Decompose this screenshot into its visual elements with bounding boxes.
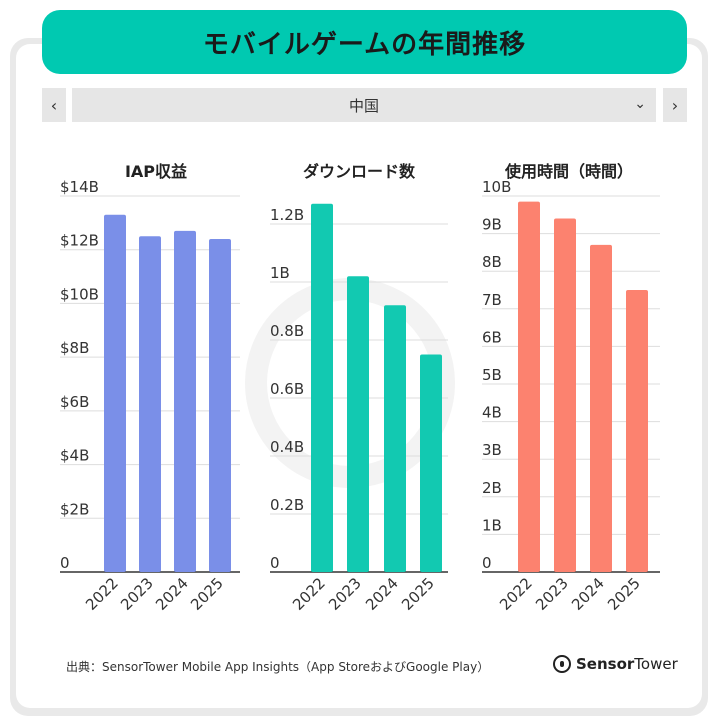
logo-text-sensor: Sensor <box>576 655 635 673</box>
bar-2022 <box>104 214 126 573</box>
y-tick-label: 1.2B <box>270 206 304 224</box>
bar-2024 <box>590 244 612 572</box>
y-tick-label: $10B <box>60 285 99 303</box>
x-tick-label: 2022 <box>496 574 536 614</box>
y-tick-label: $8B <box>60 339 89 357</box>
y-tick-label: 1B <box>270 264 290 282</box>
chart-title-downloads: ダウンロード数 <box>302 162 415 181</box>
region-select-value: 中国 <box>348 96 379 115</box>
bar-2023 <box>347 276 369 572</box>
prev-region-button[interactable]: ‹ <box>42 88 66 122</box>
y-tick-label: 0 <box>270 554 280 572</box>
bar-2024 <box>174 230 196 572</box>
x-tick-label: 2025 <box>604 574 644 614</box>
y-tick-label: $4B <box>60 447 89 465</box>
x-tick-label: 2024 <box>362 574 402 614</box>
x-tick-label: 2024 <box>568 574 608 614</box>
y-tick-label: 1B <box>482 516 502 534</box>
source-note: 出典：SensorTower Mobile App Insights（App S… <box>66 660 490 674</box>
x-tick-label: 2024 <box>152 574 192 614</box>
y-tick-label: 3B <box>482 441 502 459</box>
logo-text-tower: Tower <box>634 655 678 673</box>
y-tick-label: 6B <box>482 328 502 346</box>
bar-2022 <box>518 201 540 572</box>
y-tick-label: 4B <box>482 404 502 422</box>
y-tick-label: 5B <box>482 366 502 384</box>
y-tick-label: 0.4B <box>270 438 304 456</box>
chevron-down-icon: ⌄ <box>634 96 646 112</box>
y-tick-label: 8B <box>482 253 502 271</box>
next-region-button[interactable]: › <box>663 88 687 122</box>
y-tick-label: 10B <box>482 178 511 196</box>
bar-2025 <box>209 238 231 572</box>
x-tick-label: 2022 <box>82 574 122 614</box>
bar-2025 <box>420 354 442 572</box>
x-tick-label: 2025 <box>398 574 438 614</box>
chart-title-usage: 使用時間（時間） <box>504 162 633 181</box>
chevron-left-icon: ‹ <box>50 95 58 115</box>
x-tick-label: 2023 <box>117 574 157 614</box>
y-tick-label: $12B <box>60 232 99 250</box>
sensortower-logo: Sensor Tower <box>553 655 678 673</box>
y-tick-label: $6B <box>60 393 89 411</box>
y-tick-label: 7B <box>482 291 502 309</box>
x-tick-label: 2025 <box>187 574 227 614</box>
bar-2025 <box>626 290 648 572</box>
x-tick-label: 2023 <box>532 574 572 614</box>
page-title: モバイルゲームの年間推移 <box>42 10 687 74</box>
y-tick-label: 2B <box>482 479 502 497</box>
bar-2023 <box>139 236 161 573</box>
chevron-right-icon: › <box>671 95 679 115</box>
y-tick-label: $14B <box>60 178 99 196</box>
region-select[interactable]: 中国 ⌄ <box>72 88 656 122</box>
sensortower-logo-icon <box>553 655 571 673</box>
x-tick-label: 2022 <box>289 574 329 614</box>
bar-2022 <box>311 203 333 572</box>
chart-title-iap: IAP収益 <box>124 162 188 181</box>
y-tick-label: 0 <box>482 554 492 572</box>
y-tick-label: 0.2B <box>270 496 304 514</box>
y-tick-label: 9B <box>482 216 502 234</box>
y-tick-label: 0 <box>60 554 70 572</box>
bar-2024 <box>384 305 406 572</box>
x-tick-label: 2023 <box>325 574 365 614</box>
y-tick-label: 0.6B <box>270 380 304 398</box>
y-tick-label: $2B <box>60 500 89 518</box>
bar-2023 <box>554 218 576 572</box>
y-tick-label: 0.8B <box>270 322 304 340</box>
